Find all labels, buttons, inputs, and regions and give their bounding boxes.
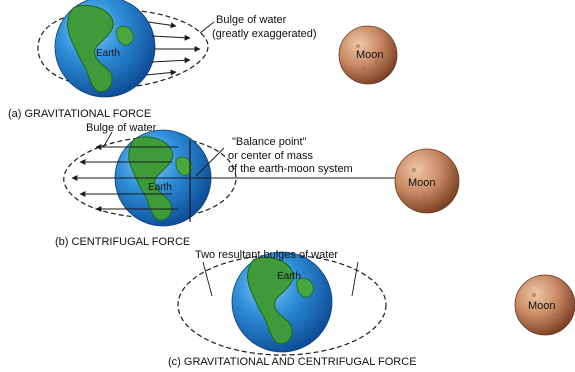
caption-c: (c) GRAVITATIONAL AND CENTRIFUGAL FORCE (168, 356, 417, 368)
bulges-leader-right-c (351, 261, 359, 297)
moon-a (338, 25, 398, 85)
panel-b: Earth Bulge of water "Balance point" or … (55, 122, 460, 248)
earth-label-a: Earth (96, 48, 120, 59)
moon-c (514, 274, 575, 336)
balance-label-b-line2: or center of mass (228, 150, 313, 162)
bulge-label-a-line2: (greatly exaggerated) (212, 28, 317, 40)
moon-label-a: Moon (356, 49, 384, 61)
caption-b: (b) CENTRIFUGAL FORCE (55, 236, 190, 248)
moon-label-c: Moon (528, 300, 556, 312)
panel-a: Earth Bulge of water (greatly exaggerate… (8, 0, 398, 120)
panel-c: Earth Two resultant bulges of water Moon… (168, 249, 575, 368)
earth-c (231, 251, 333, 353)
balance-label-b-line3: of the earth-moon system (228, 163, 353, 175)
bulge-leader-a (199, 21, 215, 34)
bulge-leader-b (103, 131, 113, 147)
caption-a: (a) GRAVITATIONAL FORCE (8, 108, 151, 120)
balance-label-b-line1: "Balance point" (232, 136, 307, 148)
earth-label-c: Earth (277, 271, 301, 282)
bulges-leader-left-c (202, 261, 213, 297)
moon-b (394, 148, 460, 214)
force-arrows-b (71, 144, 190, 212)
balance-leader-b (195, 147, 225, 177)
force-arrows-a (145, 21, 201, 76)
bulge-label-b: Bulge of water (86, 122, 157, 134)
moon-label-b: Moon (408, 177, 436, 189)
earth-a (54, 0, 156, 98)
earth-label-b: Earth (148, 182, 172, 193)
bulge-label-a-line1: Bulge of water (216, 14, 287, 26)
bulge-outline-c (177, 254, 387, 356)
bulges-label-c: Two resultant bulges of water (195, 249, 338, 261)
